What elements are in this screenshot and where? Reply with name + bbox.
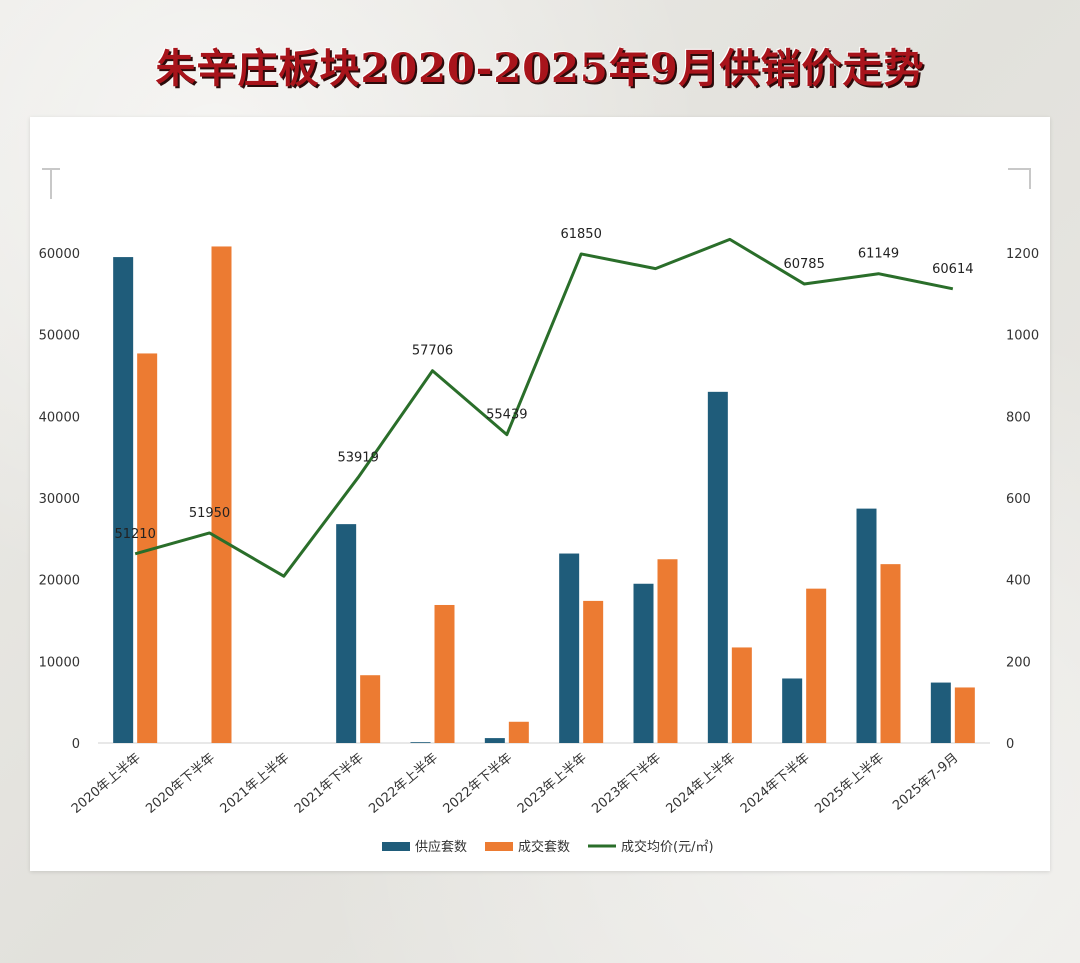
bar-supply (930, 682, 951, 743)
y-right-tick-label: 200 (1006, 655, 1031, 670)
x-tick-label: 2023年上半年 (515, 751, 590, 817)
x-tick-label: 2024年下半年 (738, 751, 813, 817)
y-right-tick-label: 800 (1006, 410, 1031, 425)
y-right-tick-label: 1000 (1006, 329, 1039, 344)
bar-sales (360, 675, 381, 743)
x-tick-label: 2022年上半年 (366, 751, 441, 817)
bar-sales (137, 353, 158, 743)
bar-sales (806, 588, 827, 743)
corner-bracket-left (42, 168, 60, 199)
legend: 供应套数 成交套数 成交均价(元/㎡) (382, 839, 714, 855)
y-left-tick-label: 30000 (39, 492, 80, 507)
labels-layer: 51210 51950 53919 57706 55439 61850 60785 61149… (114, 227, 973, 542)
x-tick-label: 2022年下半年 (441, 751, 516, 817)
x-tick-label: 2024年上半年 (664, 751, 739, 817)
bar-sales (434, 604, 455, 743)
bar-supply (559, 553, 580, 743)
price-data-label: 55439 (486, 408, 527, 423)
x-tick-label: 2025年7-9月 (890, 751, 961, 814)
page-title: 朱辛庄板块2020-2025年9月供销价走势 (155, 45, 925, 92)
y-left-tick-label: 0 (72, 737, 80, 752)
y-right-tick-label: 400 (1006, 574, 1031, 589)
bar-sales (583, 600, 604, 743)
y-left-tick-label: 40000 (39, 410, 80, 425)
bar-sales (954, 687, 975, 743)
price-data-label: 61850 (560, 227, 601, 242)
x-tick-label: 2020年下半年 (143, 751, 218, 817)
bar-supply (410, 742, 431, 743)
x-tick-label: 2025年上半年 (812, 751, 887, 817)
bar-supply (113, 257, 134, 743)
bar-sales (880, 564, 901, 743)
price-data-label: 51950 (189, 506, 230, 521)
y-right-tick-label: 600 (1006, 492, 1031, 507)
bar-supply (484, 738, 505, 743)
y-left-tick-label: 10000 (39, 655, 80, 670)
bar-sales (731, 647, 752, 743)
legend-label: 供应套数 (415, 839, 467, 855)
x-tick-label: 2021年下半年 (292, 751, 367, 817)
price-data-label: 60614 (932, 262, 973, 277)
price-data-label: 53919 (337, 450, 378, 465)
y-right-tick-label: 1200 (1006, 247, 1039, 262)
y-right-tick-label: 0 (1006, 737, 1014, 752)
bar-sales (657, 559, 678, 743)
price-data-label: 60785 (783, 257, 824, 272)
chart: 0 10000 20000 30000 40000 50000 60000 0 200 400 60… (39, 168, 1039, 855)
bar-supply (856, 508, 877, 743)
legend-swatch-sales (485, 842, 513, 851)
legend-label: 成交均价(元/㎡) (621, 839, 714, 855)
legend-swatch-supply (382, 842, 410, 851)
corner-bracket-right (1008, 168, 1031, 189)
price-data-label: 51210 (114, 527, 155, 542)
bars-layer (113, 246, 975, 743)
y-left-tick-label: 50000 (39, 329, 80, 344)
line-layer (134, 237, 954, 578)
bar-supply (633, 583, 654, 743)
price-data-label: 61149 (858, 247, 899, 262)
x-tick-label: 2023年下半年 (589, 751, 664, 817)
bar-sales (508, 721, 529, 743)
bar-supply (782, 678, 803, 743)
bar-supply (336, 524, 357, 743)
price-data-label: 57706 (412, 344, 453, 359)
y-left-tick-label: 20000 (39, 574, 80, 589)
chart-card: 0 10000 20000 30000 40000 50000 60000 0 200 400 60… (30, 117, 1050, 871)
price-line (134, 237, 954, 578)
x-tick-label: 2021年上半年 (218, 751, 293, 817)
bar-sales (211, 246, 232, 743)
y-left-tick-label: 60000 (39, 247, 80, 262)
bar-supply (707, 391, 728, 743)
x-tick-label: 2020年上半年 (69, 751, 144, 817)
legend-label: 成交套数 (518, 839, 570, 855)
